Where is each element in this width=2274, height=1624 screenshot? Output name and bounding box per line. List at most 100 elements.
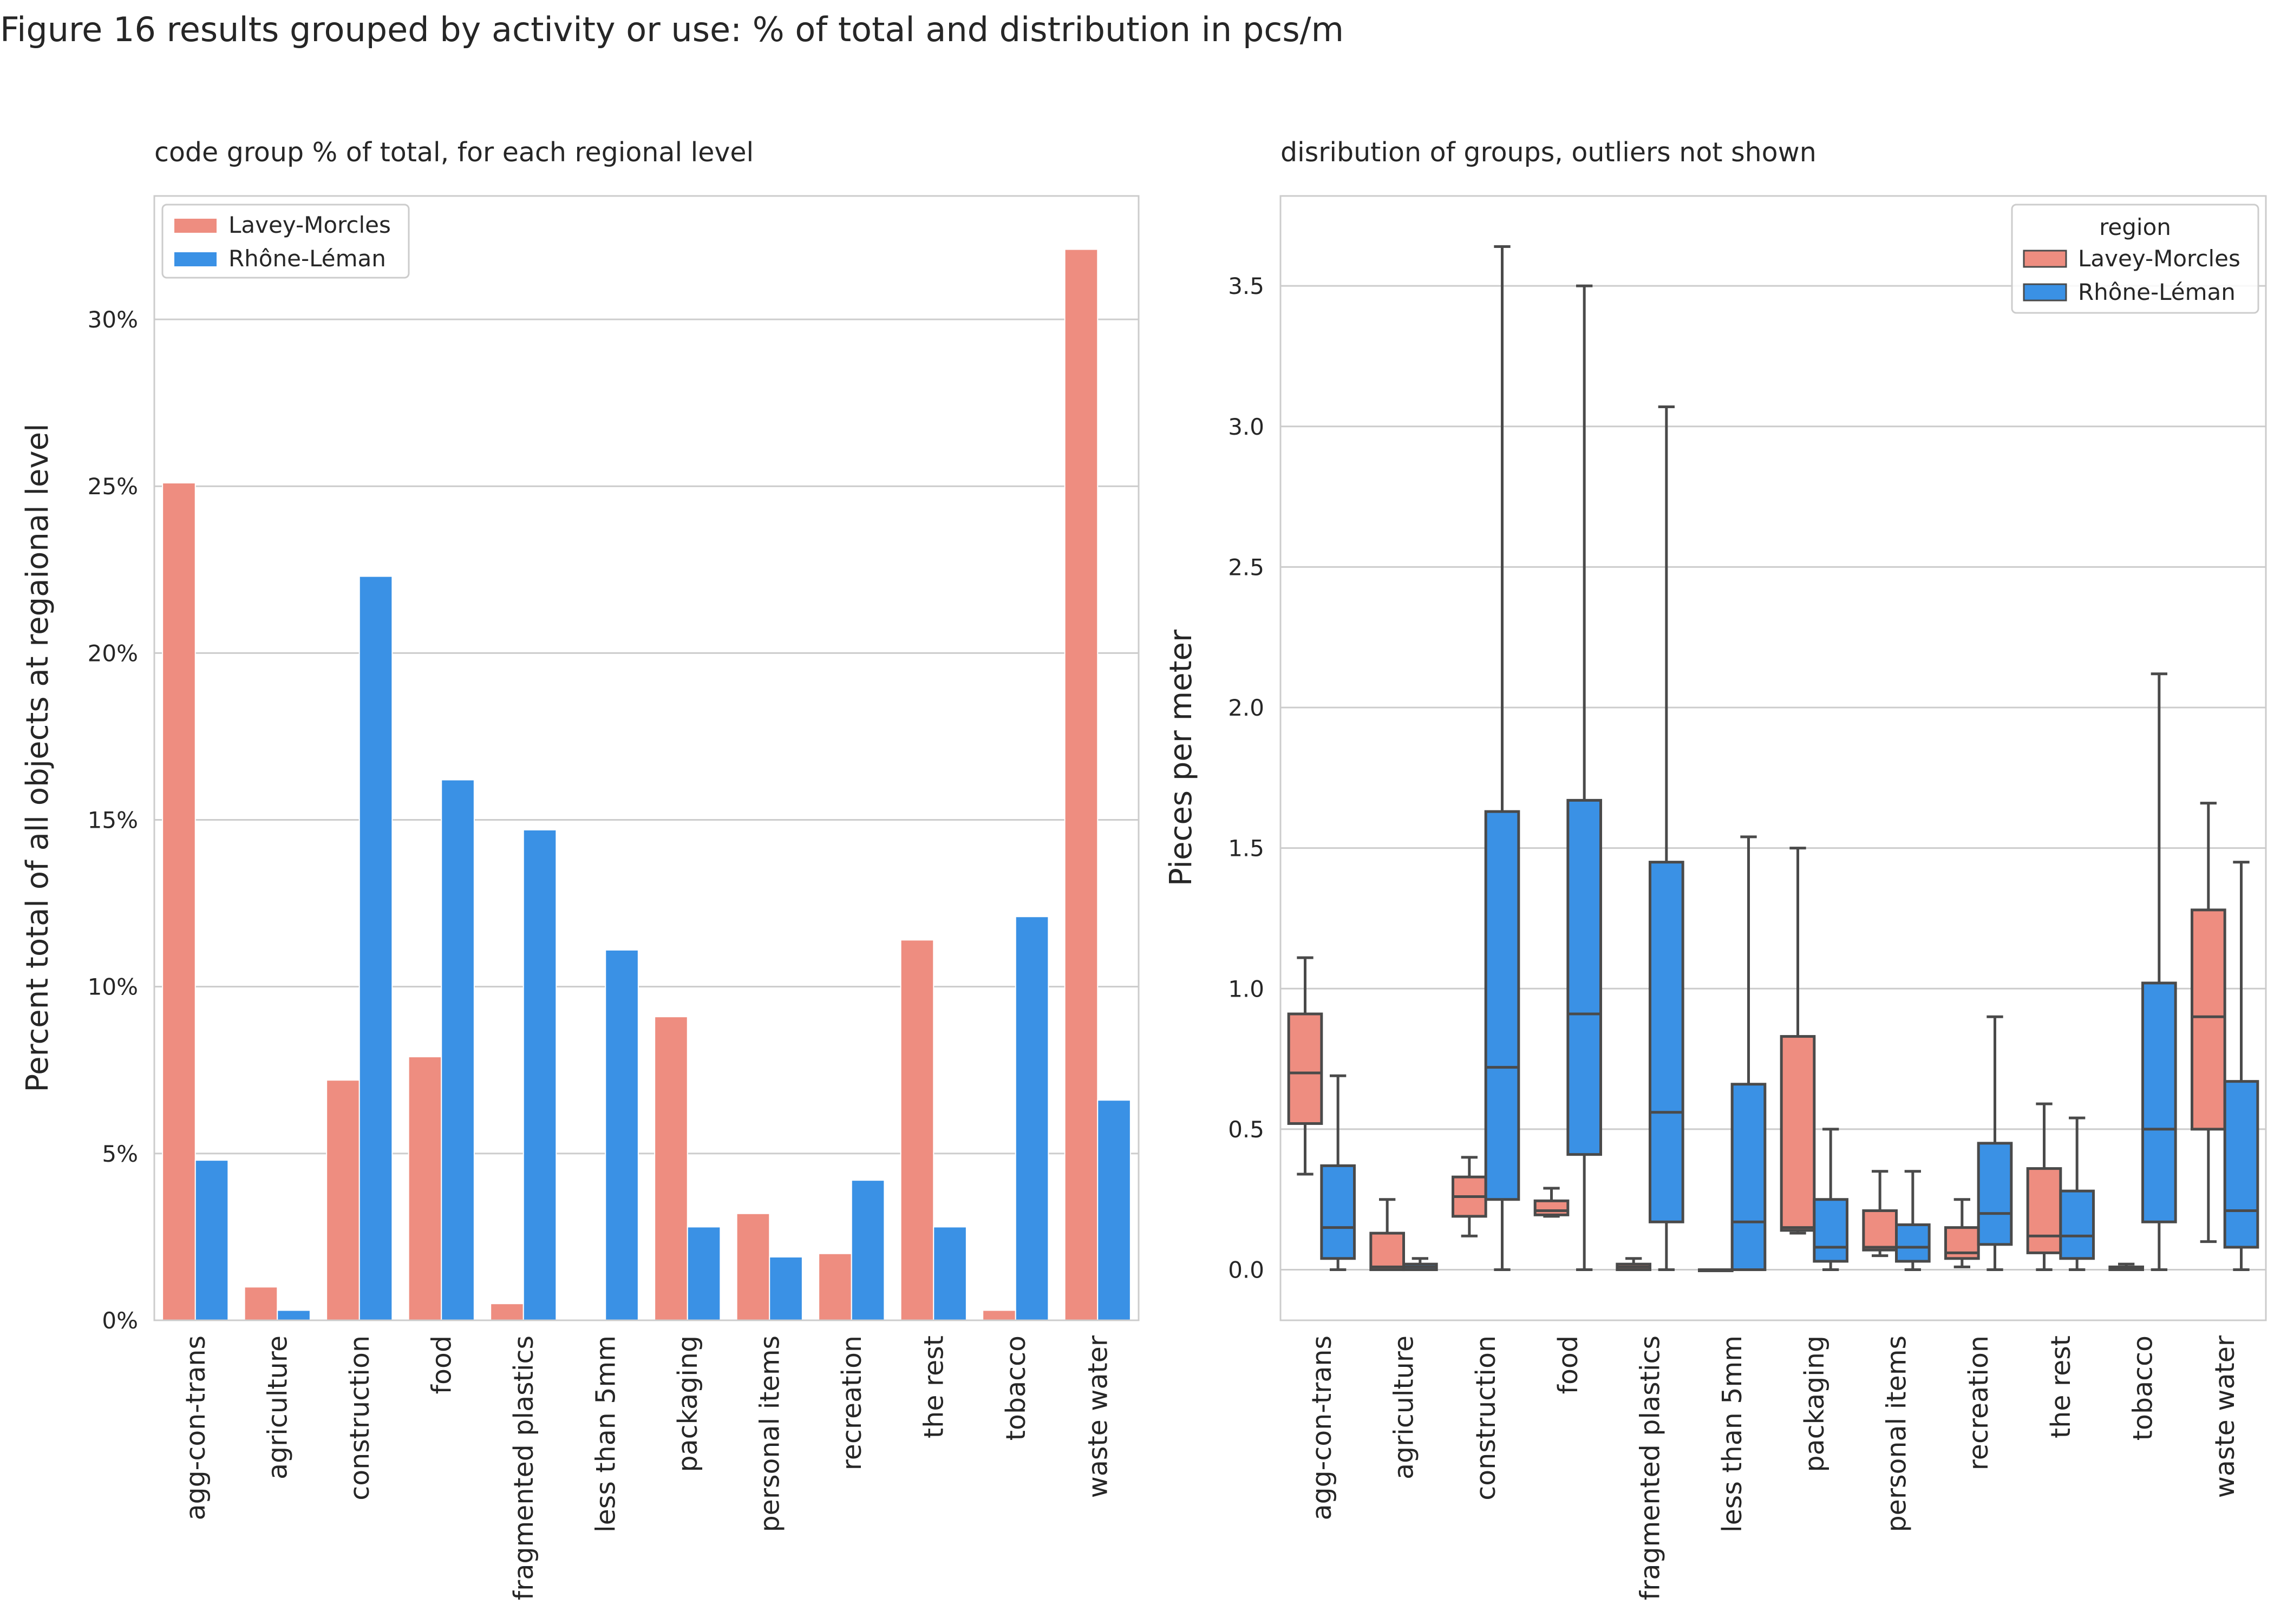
- bar-y-tick-label: 25%: [88, 473, 138, 500]
- box-iqr: [2223, 1080, 2259, 1249]
- box-rhone-leman-food: [1566, 284, 1602, 1272]
- box-rhone-leman-construction: [1484, 245, 1520, 1272]
- box-rhone-leman-less-than-5mm: [1730, 835, 1767, 1272]
- box-iqr: [1369, 1232, 1405, 1272]
- box-iqr: [1484, 810, 1520, 1201]
- box-lavey-morcles-food: [1533, 1187, 1570, 1218]
- box-x-tick-label: agg-con-trans: [1306, 1335, 1337, 1521]
- bar-y-tick-label: 0%: [102, 1307, 138, 1334]
- bar-rhone-leman-personal-items: [769, 1256, 803, 1321]
- bar-x-tick-label: less than 5mm: [590, 1335, 621, 1533]
- bar-lavey-morcles-fragmented-plastics: [490, 1303, 524, 1321]
- box-lavey-morcles-construction: [1452, 1156, 1487, 1237]
- bar-rhone-leman-waste-water: [1097, 1099, 1131, 1321]
- bar-x-tick-label: packaging: [672, 1335, 703, 1472]
- bar-x-tick-label: agg-con-trans: [180, 1335, 211, 1521]
- box-y-tick-label: 0.0: [1228, 1257, 1264, 1284]
- bar-rhone-leman-tobacco: [1015, 916, 1049, 1321]
- bar-rhone-leman-agriculture: [277, 1309, 311, 1321]
- bar-chart-title: code group % of total, for each regional…: [154, 137, 754, 168]
- box-lavey-morcles-packaging: [1780, 847, 1816, 1235]
- bar-chart-legend: Lavey-Morcles Rhône-Léman: [161, 204, 410, 279]
- box-chart-gridlines: [1280, 285, 2266, 1271]
- box-chart-frame: [1279, 195, 2267, 1321]
- box-x-tick-label: less than 5mm: [1717, 1335, 1748, 1533]
- box-y-tick-label: 3.5: [1228, 273, 1264, 299]
- box-lavey-morcles-less-than-5mm: [1698, 1268, 1734, 1273]
- bar-legend-label: Lavey-Morcles: [228, 212, 391, 238]
- box-rhone-leman-packaging: [1813, 1128, 1848, 1272]
- bar-x-tick-label: recreation: [837, 1335, 867, 1470]
- bar-chart-y-axis-label: Percent total of all objects at regaiona…: [20, 423, 55, 1092]
- box-chart: disribution of groups, outliers not show…: [1164, 137, 2267, 1600]
- box-y-tick-label: 2.5: [1228, 554, 1264, 580]
- box-iqr: [1320, 1164, 1356, 1260]
- box-chart-legend: region Lavey-Morcles Rhône-Léman: [2011, 204, 2259, 314]
- box-x-tick-label: agriculture: [1389, 1335, 1420, 1479]
- box-x-tick-label: tobacco: [2128, 1335, 2159, 1440]
- bar-lavey-morcles-packaging: [654, 1016, 688, 1321]
- box-lavey-morcles-fragmented-plastics: [1616, 1257, 1651, 1272]
- box-x-tick-label: fragmented plastics: [1635, 1335, 1666, 1600]
- bar-x-tick-label: personal items: [754, 1335, 785, 1532]
- box-lavey-morcles-tobacco: [2108, 1262, 2144, 1272]
- bar-chart-gridlines: [154, 318, 1139, 1321]
- box-iqr: [1533, 1199, 1570, 1216]
- box-chart-y-axis-label: Pieces per meter: [1164, 629, 1199, 886]
- box-iqr: [1780, 1035, 1816, 1232]
- bar-x-tick-label: fragmented plastics: [508, 1335, 539, 1600]
- bar-y-tick-label: 30%: [88, 306, 138, 333]
- box-lavey-morcles-waste-water: [2191, 802, 2226, 1243]
- box-iqr: [1287, 1012, 1323, 1125]
- bar-legend-swatch-rhone-leman: [174, 252, 217, 266]
- box-legend-title: region: [2099, 214, 2171, 240]
- box-rhone-leman-recreation: [1977, 1015, 2013, 1272]
- bar-rhone-leman-fragmented-plastics: [522, 829, 557, 1321]
- box-iqr: [1730, 1083, 1767, 1272]
- bar-lavey-morcles-tobacco: [982, 1309, 1016, 1321]
- bar-x-tick-label: construction: [344, 1335, 375, 1501]
- bar-rhone-leman-food: [441, 779, 475, 1321]
- box-rhone-leman-the-rest: [2059, 1116, 2095, 1272]
- bar-rhone-leman-less-than-5mm: [605, 949, 639, 1321]
- box-chart-x-ticks: agg-con-trans agriculture construction food…: [1306, 1335, 2240, 1600]
- bar-x-tick-label: tobacco: [1001, 1335, 1031, 1440]
- bar-chart-bars: [162, 248, 1131, 1321]
- bar-rhone-leman-recreation: [851, 1180, 885, 1321]
- bar-x-tick-label: the rest: [918, 1335, 949, 1438]
- box-legend-swatch-lavey-morcles: [2023, 250, 2067, 268]
- bar-lavey-morcles-food: [408, 1056, 442, 1321]
- bar-lavey-morcles-waste-water: [1064, 248, 1099, 1321]
- bar-x-tick-label: food: [426, 1335, 457, 1394]
- bar-y-tick-label: 5%: [102, 1141, 138, 1167]
- box-y-tick-label: 2.0: [1228, 695, 1264, 721]
- bar-lavey-morcles-recreation: [818, 1253, 852, 1321]
- box-legend-label: Rhône-Léman: [2078, 279, 2236, 305]
- figure-title: Figure 16 results grouped by activity or…: [0, 10, 1344, 49]
- box-iqr: [1895, 1223, 1931, 1263]
- bar-lavey-morcles-agriculture: [244, 1286, 278, 1321]
- box-y-tick-label: 3.0: [1228, 414, 1264, 440]
- box-x-tick-label: construction: [1471, 1335, 1501, 1501]
- box-rhone-leman-agriculture: [1402, 1257, 1438, 1272]
- box-legend-box: [2011, 204, 2259, 314]
- box-iqr: [2026, 1167, 2062, 1254]
- bar-lavey-morcles-agg-con-trans: [162, 482, 196, 1321]
- box-iqr: [2191, 908, 2226, 1131]
- box-rhone-leman-personal-items: [1895, 1170, 1931, 1272]
- bar-chart-y-ticks: 0% 5% 10% 15% 20% 25% 30%: [88, 306, 138, 1334]
- box-y-tick-label: 1.5: [1228, 835, 1264, 862]
- box-y-tick-label: 1.0: [1228, 975, 1264, 1002]
- box-iqr: [1813, 1198, 1848, 1263]
- bar-lavey-morcles-personal-items: [736, 1213, 770, 1321]
- bar-chart-frame: [153, 195, 1140, 1321]
- bar-legend-box: [161, 204, 410, 279]
- box-lavey-morcles-recreation: [1944, 1198, 1980, 1268]
- box-lavey-morcles-agg-con-trans: [1287, 956, 1323, 1176]
- box-chart-y-ticks: 0.0 0.5 1.0 1.5 2.0 2.5 3.0 3.5: [1228, 273, 1264, 1283]
- box-iqr: [2141, 981, 2177, 1223]
- box-chart-boxes: [1287, 245, 2259, 1273]
- box-legend-label: Lavey-Morcles: [2078, 245, 2240, 272]
- box-x-tick-label: waste water: [2210, 1335, 2240, 1498]
